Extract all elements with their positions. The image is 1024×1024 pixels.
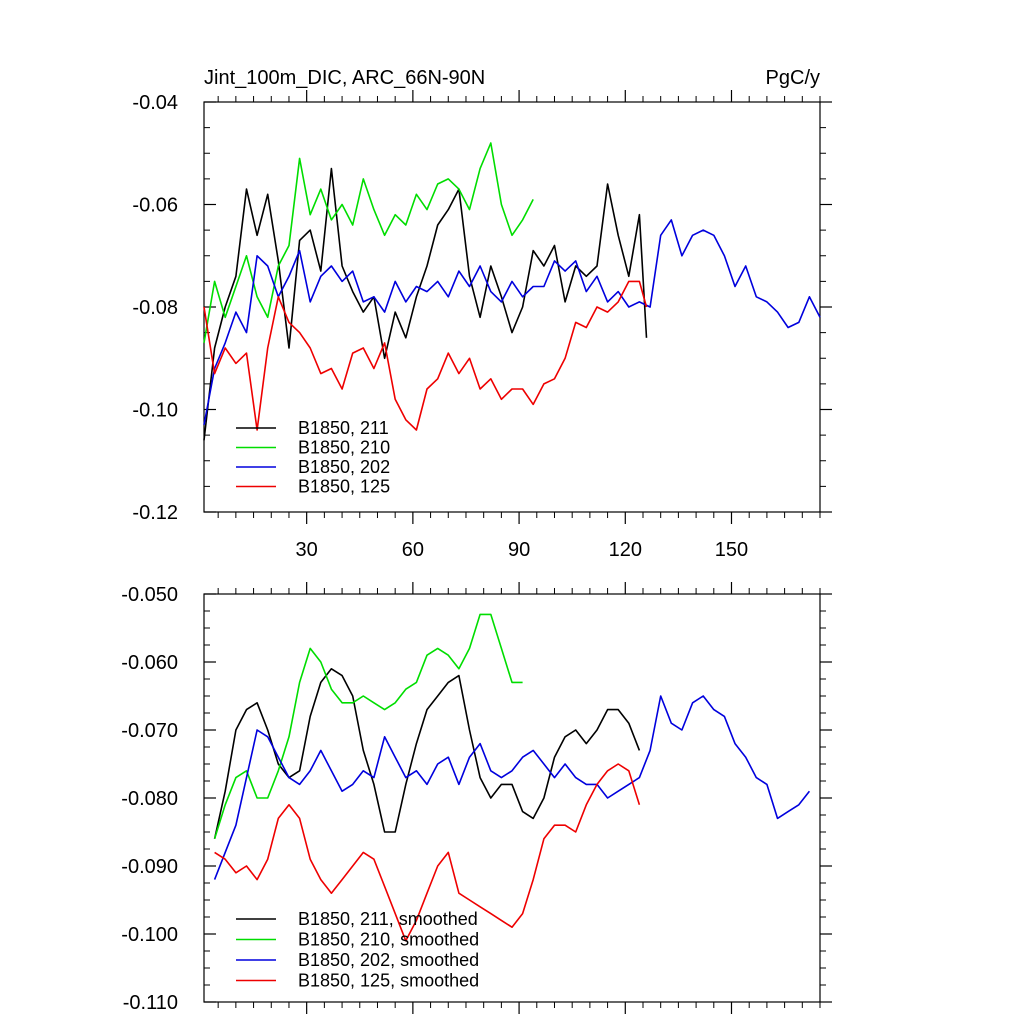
y-tick-label: -0.080 [121,788,178,810]
legend-label: B1850, 211, smoothed [298,909,478,929]
series-line-1 [203,167,648,441]
legend-label: B1850, 210 [298,438,390,458]
y-tick-label: -0.050 [121,584,178,606]
x-tick-label: 60 [402,539,424,561]
legend-label: B1850, 210, smoothed [298,930,479,950]
series-line-4 [203,280,648,431]
series-line-1 [213,667,641,839]
series-line-2 [213,613,523,840]
series-line-3 [203,219,821,426]
y-tick-label: -0.12 [132,502,178,524]
bottom-panel: -0.110 -0.100 -0.090 -0.080 -0.070 -0.060 -0.0… [121,582,832,1014]
chart-title-left: Jint_100m_DIC, ARC_66N-90N [204,67,485,89]
y-tick-label: -0.10 [132,400,178,422]
y-tick-label: -0.08 [132,297,178,319]
x-tick-label: 30 [296,539,318,561]
y-tick-label: -0.070 [121,720,178,742]
x-tick-label: 90 [508,539,530,561]
x-tick-label: 120 [609,539,642,561]
plot-frame [203,593,821,1003]
legend-label: B1850, 202, smoothed [298,950,479,970]
chart-title-units: PgC/y [766,67,820,89]
top-panel: 30 60 90 120 150 -0.12 -0.10 -0.08 -0.06 -0.04 B18… [132,90,832,561]
y-tick-label: -0.04 [132,92,178,114]
series-line-2 [203,142,534,344]
legend-label: B1850, 211 [298,418,389,438]
y-tick-label: -0.06 [132,195,178,217]
y-tick-label: -0.090 [121,856,178,878]
legend-label: B1850, 125, smoothed [298,971,479,991]
y-tick-label: -0.060 [121,652,178,674]
legend-label: B1850, 202 [298,457,390,477]
x-tick-label: 150 [715,539,748,561]
plot-frame [203,101,821,513]
y-tick-label: -0.110 [123,992,178,1014]
legend-label: B1850, 125 [298,477,390,497]
y-tick-label: -0.100 [121,924,178,946]
series-line-3 [213,695,811,880]
series-line-4 [214,763,641,942]
